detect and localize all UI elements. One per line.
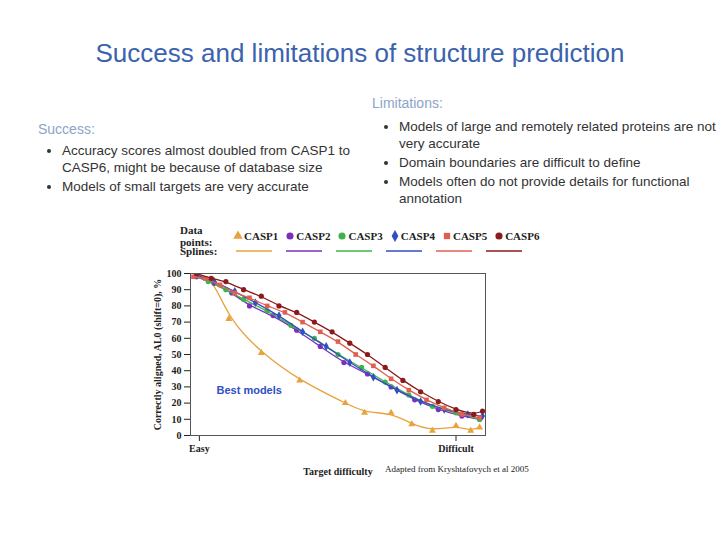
html-text:CASP5: CASP5 [452, 229, 488, 242]
svg-text:50: 50 [172, 349, 182, 360]
html-text:Models often do not provide de: Models often do not provide details for … [399, 174, 690, 206]
svg-text:Difficult: Difficult [438, 443, 474, 454]
svg-text:Easy: Easy [189, 443, 210, 454]
html-text:CASP1: CASP1 [244, 229, 279, 242]
html-text:CASP2: CASP2 [296, 229, 331, 242]
svg-text:Correctly aligned, AL0 (shift=: Correctly aligned, AL0 (shift=0), % [152, 279, 164, 431]
html-text:Splines:: Splines: [180, 244, 218, 257]
html-text:Limitations:: Limitations: [372, 95, 443, 111]
html-text:Accuracy scores almost doubled: Accuracy scores almost doubled from CASP… [62, 143, 351, 175]
svg-text:10: 10 [172, 414, 182, 425]
svg-text:60: 60 [172, 333, 182, 344]
html-text:Models of small targets are ve: Models of small targets are very accurat… [62, 179, 309, 194]
html-text:CASP3: CASP3 [348, 229, 383, 242]
svg-text:40: 40 [172, 365, 182, 376]
svg-text:90: 90 [172, 284, 182, 295]
svg-text:70: 70 [172, 316, 182, 327]
svg-text:0: 0 [177, 430, 182, 441]
svg-text:20: 20 [172, 397, 182, 408]
svg-text:30: 30 [172, 381, 182, 392]
html-text:CASP6: CASP6 [505, 229, 540, 242]
html-text:Models of large and remotely r: Models of large and remotely related pro… [399, 119, 716, 151]
html-text:Data points:: Data points: [180, 223, 213, 248]
html-text:Success:: Success: [38, 121, 95, 137]
svg-text:Target difficulty: Target difficulty [303, 466, 372, 477]
html-text:Adapted from Kryshtafovych et: Adapted from Kryshtafovych et al 2005 [385, 464, 529, 474]
html-text:Domain boundaries are difficul: Domain boundaries are difficult to defin… [399, 155, 641, 170]
html-text:Success and limitations of str: Success and limitations of structure pre… [95, 38, 625, 68]
svg-text:Best models: Best models [217, 384, 282, 396]
html-text:CASP4: CASP4 [400, 229, 435, 242]
svg-text:80: 80 [172, 300, 182, 311]
svg-text:100: 100 [167, 268, 182, 279]
